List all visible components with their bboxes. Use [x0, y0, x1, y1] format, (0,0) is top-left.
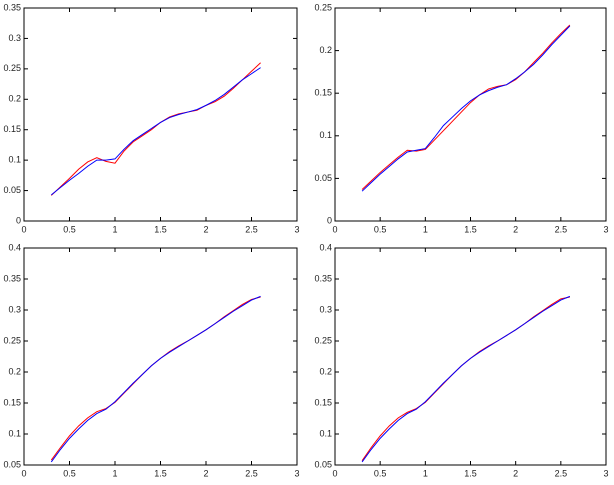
y-tick-label: 0 [16, 215, 21, 225]
y-tick-label: 0.2 [319, 366, 332, 376]
y-tick-label: 0 [327, 215, 332, 225]
x-tick-label: 0.5 [374, 224, 387, 234]
x-tick-label: 2 [203, 468, 208, 478]
x-tick-label: 3 [294, 468, 299, 478]
axes-box [23, 7, 298, 222]
y-tick-label: 0.1 [8, 155, 21, 165]
axes-box [23, 247, 298, 466]
y-tick-label: 0.2 [8, 366, 21, 376]
x-tick-label: 2.5 [245, 224, 258, 234]
data-line [50, 295, 261, 463]
x-tick-label: 1.5 [464, 224, 477, 234]
x-tick-label: 2 [513, 224, 518, 234]
x-tick-label: 0.5 [374, 468, 387, 478]
y-tick-label: 0.35 [3, 273, 21, 283]
y-tick-label: 0.25 [3, 335, 21, 345]
y-tick-label: 0.25 [314, 2, 332, 12]
y-tick-label: 0.15 [314, 397, 332, 407]
x-tick-label: 3 [603, 224, 608, 234]
y-tick-label: 0.2 [8, 94, 21, 104]
data-line [50, 62, 261, 196]
y-tick-label: 0.2 [319, 45, 332, 55]
x-tick-label: 3 [603, 468, 608, 478]
axes-box [334, 247, 607, 466]
x-tick-label: 1.5 [154, 468, 167, 478]
y-tick-label: 0.15 [3, 124, 21, 134]
y-tick-label: 0.15 [3, 397, 21, 407]
y-tick-label: 0.1 [319, 130, 332, 140]
y-tick-label: 0.1 [8, 428, 21, 438]
x-tick-label: 0 [21, 224, 26, 234]
y-tick-label: 0.35 [3, 2, 21, 12]
x-tick-label: 3 [294, 224, 299, 234]
x-tick-label: 2.5 [555, 224, 568, 234]
data-line [50, 67, 261, 196]
y-tick-label: 0.1 [319, 428, 332, 438]
data-line [361, 25, 571, 192]
x-tick-label: 1 [423, 224, 428, 234]
y-tick-label: 0.05 [3, 185, 21, 195]
y-tick-label: 0.3 [8, 33, 21, 43]
axes-box [334, 7, 607, 222]
y-tick-label: 0.25 [314, 335, 332, 345]
x-tick-label: 2 [513, 468, 518, 478]
x-tick-label: 0 [21, 468, 26, 478]
x-tick-label: 2.5 [245, 468, 258, 478]
y-tick-label: 0.3 [319, 304, 332, 314]
y-tick-label: 0.05 [314, 173, 332, 183]
x-tick-label: 1 [112, 468, 117, 478]
x-tick-label: 2.5 [555, 468, 568, 478]
y-tick-label: 0.05 [3, 459, 21, 469]
x-tick-label: 0.5 [63, 224, 76, 234]
y-tick-label: 0.15 [314, 88, 332, 98]
x-tick-label: 1 [423, 468, 428, 478]
x-tick-label: 1.5 [464, 468, 477, 478]
x-tick-label: 1.5 [154, 224, 167, 234]
x-tick-label: 0.5 [63, 468, 76, 478]
x-tick-label: 2 [203, 224, 208, 234]
x-tick-label: 0 [332, 224, 337, 234]
y-tick-label: 0.25 [3, 63, 21, 73]
y-tick-label: 0.35 [314, 273, 332, 283]
y-tick-label: 0.4 [8, 242, 21, 252]
x-tick-label: 0 [332, 468, 337, 478]
data-line [361, 295, 571, 463]
y-tick-label: 0.4 [319, 242, 332, 252]
y-tick-label: 0.3 [8, 304, 21, 314]
data-line [361, 24, 571, 190]
x-tick-label: 1 [112, 224, 117, 234]
y-tick-label: 0.05 [314, 459, 332, 469]
